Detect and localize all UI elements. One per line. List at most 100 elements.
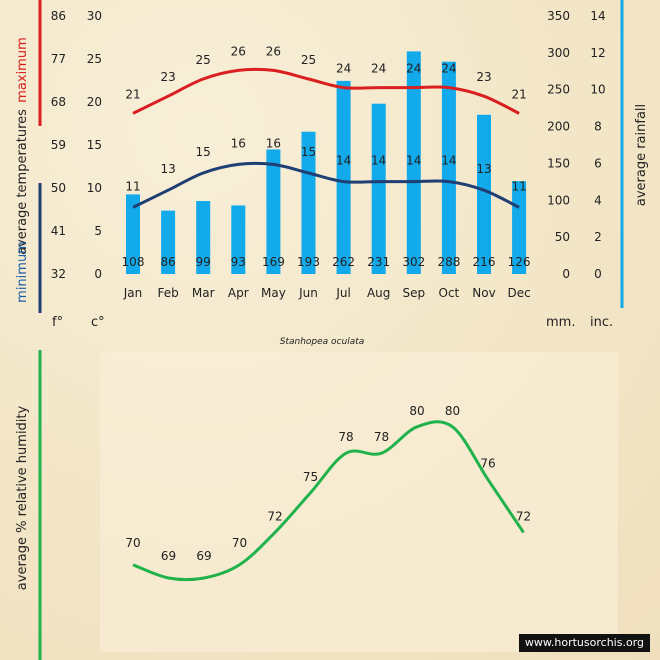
rainfall-data-label: 126 [508, 255, 531, 269]
humidity-curve [132, 420, 525, 582]
maximum-data-label: 24 [371, 62, 386, 76]
mm-tick-label: 50 [555, 230, 570, 244]
f-tick-label: 86 [51, 9, 66, 23]
month-tick-label: Apr [228, 286, 249, 300]
rainfall-bar [406, 51, 421, 274]
c-tick-label: 15 [87, 138, 102, 152]
rainfall-data-label: 99 [196, 255, 211, 269]
rainfall-data-label: 231 [367, 255, 390, 269]
minimum-data-label: 14 [406, 154, 421, 168]
humidity-data-label: 80 [409, 404, 424, 418]
c-tick-label: 5 [94, 224, 102, 238]
inc-tick-label: 0 [594, 267, 602, 281]
rainfall-bar [231, 205, 246, 274]
mm-axis: 0 50 100 150 200 250 300 350 [547, 9, 570, 281]
rainfall-data-label: 262 [332, 255, 355, 269]
rainfall-bar [477, 114, 491, 274]
minimum-data-label: 16 [266, 136, 281, 150]
c-tick-label: 0 [94, 267, 102, 281]
inc-tick-label: 4 [594, 193, 602, 207]
minimum-label: minimum [15, 241, 30, 303]
minimum-data-label: 14 [371, 154, 386, 168]
mm-tick-label: 150 [547, 156, 570, 170]
rainfall-bar [266, 149, 281, 274]
humidity-data-label: 72 [516, 509, 531, 523]
humidity-data-label: 69 [196, 549, 211, 563]
humidity-labels: 70 69 69 70 72 75 78 78 80 80 76 72 [125, 404, 531, 563]
minimum-data-label: 14 [441, 154, 456, 168]
humidity-data-label: 70 [232, 536, 247, 550]
rainfall-data-label: 86 [160, 255, 175, 269]
rainfall-data-label: 193 [297, 255, 320, 269]
rainfall-bars [126, 51, 527, 275]
celsius-axis: 0 5 10 15 20 25 30 [87, 9, 102, 281]
humidity-data-label: 75 [303, 470, 318, 484]
inc-tick-label: 10 [590, 83, 605, 97]
rainfall-data-label: 288 [437, 255, 460, 269]
month-tick-label: Jun [298, 286, 318, 300]
c-tick-label: 20 [87, 95, 102, 109]
minimum-data-label: 14 [336, 154, 351, 168]
month-tick-label: Feb [157, 286, 178, 300]
c-tick-label: 25 [87, 52, 102, 66]
maximum-data-label: 26 [231, 44, 246, 58]
unit-celsius: c° [91, 315, 105, 330]
maximum-data-label: 26 [266, 44, 281, 58]
rainfall-data-label: 169 [262, 255, 285, 269]
month-tick-label: May [261, 286, 286, 300]
minimum-data-label: 15 [196, 145, 211, 159]
maximum-data-label: 24 [336, 62, 351, 76]
minimum-data-label: 13 [160, 162, 175, 176]
rainfall-bar [336, 80, 351, 275]
rainfall-labels: 108 86 99 93 169 193 262 231 302 288 216 126 [122, 255, 531, 269]
inc-tick-label: 14 [590, 9, 605, 23]
humidity-data-label: 70 [125, 536, 140, 550]
month-tick-label: Dec [507, 286, 530, 300]
maximum-data-label: 21 [511, 87, 526, 101]
mm-tick-label: 350 [547, 9, 570, 23]
temperature-lines [132, 67, 520, 209]
rainfall-bar [301, 131, 316, 274]
maximum-data-label: 24 [406, 62, 421, 76]
minimum-data-label: 13 [476, 162, 491, 176]
inch-axis: 0 2 4 6 8 10 12 14 [590, 9, 605, 281]
humidity-data-label: 80 [445, 404, 460, 418]
c-tick-label: 10 [87, 181, 102, 195]
minimum-data-label: 11 [511, 179, 526, 193]
month-tick-label: Oct [439, 286, 460, 300]
humidity-data-label: 78 [338, 430, 353, 444]
rainfall-axis-label: average rainfall [634, 104, 649, 206]
unit-mm: mm. [546, 315, 575, 330]
maximum-data-label: 24 [441, 62, 456, 76]
rainfall-bar [441, 61, 456, 275]
site-watermark: www.hortusorchis.org [518, 634, 650, 652]
f-tick-label: 68 [51, 95, 66, 109]
inc-tick-label: 12 [590, 46, 605, 60]
rainfall-bar [161, 210, 176, 274]
f-tick-label: 50 [51, 181, 66, 195]
unit-fahrenheit: f° [52, 315, 63, 330]
maximum-data-label: 25 [196, 53, 211, 67]
month-tick-label: Sep [402, 286, 425, 300]
rainfall-bar [126, 194, 140, 274]
rainfall-bar [371, 103, 386, 274]
f-tick-label: 41 [51, 224, 66, 238]
mm-tick-label: 250 [547, 83, 570, 97]
month-tick-label: Jul [335, 286, 350, 300]
rainfall-data-label: 302 [402, 255, 425, 269]
temperature-labels: 21 23 25 26 26 25 24 24 24 24 23 21 11 13 15 16 16 15 14 14… [125, 44, 526, 193]
inc-tick-label: 2 [594, 230, 602, 244]
rainfall-data-label: 93 [231, 255, 246, 269]
minimum-data-label: 16 [231, 136, 246, 150]
minimum-data-label: 11 [125, 179, 140, 193]
inc-tick-label: 8 [594, 120, 602, 134]
unit-inch: inc. [590, 315, 613, 330]
fahrenheit-axis: 32 41 50 59 68 77 86 [51, 9, 66, 281]
minimum-data-label: 15 [301, 145, 316, 159]
maximum-data-label: 21 [125, 87, 140, 101]
inc-tick-label: 6 [594, 156, 602, 170]
f-tick-label: 77 [51, 52, 66, 66]
rainfall-data-label: 108 [122, 255, 145, 269]
maximum-temperature-line [132, 67, 520, 115]
